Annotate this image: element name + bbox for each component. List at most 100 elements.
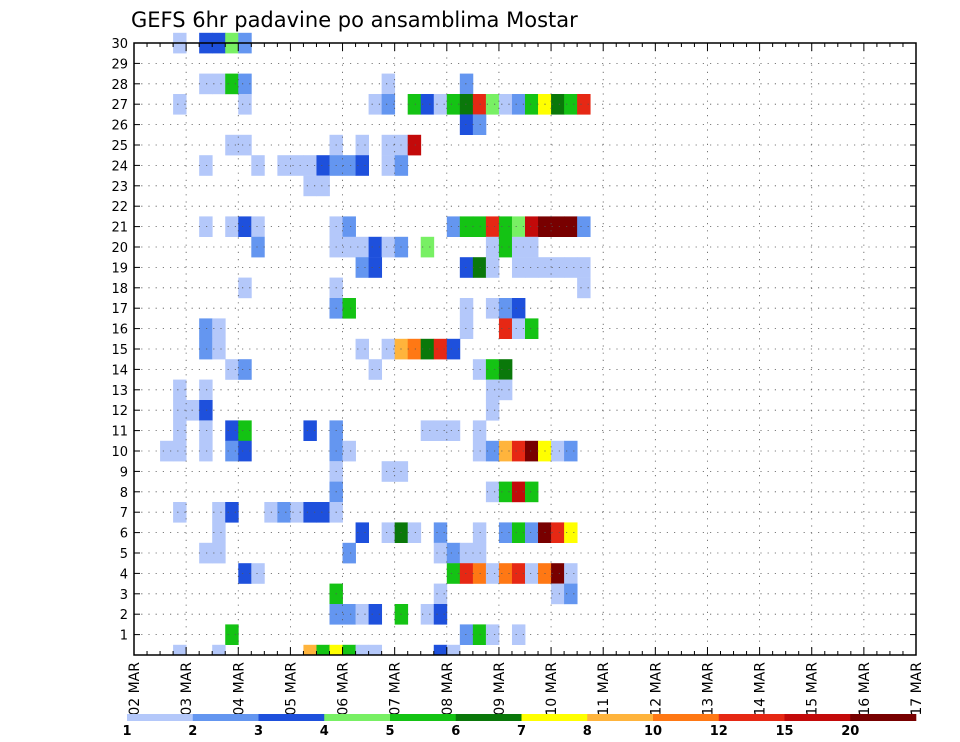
y-tick-label: 5 (120, 547, 128, 562)
heatmap-cell (303, 420, 317, 441)
heatmap-cell (485, 298, 500, 319)
y-tick-label: 30 (111, 37, 128, 52)
heatmap-cell (525, 236, 539, 258)
heatmap-cell (511, 257, 526, 278)
legend-label: 20 (841, 724, 859, 739)
legend-swatch (324, 714, 391, 721)
chart-title: GEFS 6hr padavine po ansamblima Mostar (131, 8, 578, 32)
heatmap-cell (225, 502, 239, 523)
heatmap-cell (199, 318, 213, 339)
heatmap-cell (564, 522, 578, 543)
y-tick-label: 4 (120, 567, 128, 582)
y-tick-label: 26 (111, 119, 128, 134)
legend-label: 1 (122, 724, 131, 739)
legend-swatch (192, 714, 259, 721)
heatmap-cell (564, 257, 578, 278)
heatmap-cell (433, 94, 448, 115)
heatmap-cell (433, 542, 448, 564)
heatmap-cell (238, 216, 252, 237)
heatmap-cell (407, 522, 422, 543)
heatmap-cell (238, 94, 252, 115)
heatmap-cell (472, 624, 487, 645)
heatmap-cell (511, 318, 526, 339)
heatmap-cell (277, 502, 291, 523)
heatmap-cell (577, 216, 591, 237)
heatmap-cell (342, 236, 356, 258)
heatmap-cell (498, 481, 513, 503)
heatmap-cell (173, 420, 187, 441)
heatmap-cell (564, 440, 578, 462)
heatmap-cell (511, 563, 526, 584)
heatmap-cell (199, 73, 213, 95)
heatmap-cell (420, 420, 435, 441)
heatmap-cell (420, 236, 435, 258)
heatmap-cell (173, 644, 187, 656)
heatmap-cell (446, 542, 461, 564)
heatmap-cell (485, 257, 500, 278)
heatmap-cell (225, 134, 239, 156)
heatmap-cell (511, 522, 526, 543)
heatmap-cell (355, 604, 369, 625)
heatmap-cell (498, 522, 513, 543)
heatmap-cell (199, 379, 213, 401)
heatmap-cell (498, 94, 513, 115)
heatmap-cell (459, 216, 474, 237)
heatmap-cell (303, 175, 317, 197)
heatmap-cell (498, 379, 513, 401)
x-tick-label: 10 MAR (544, 662, 560, 716)
y-tick-label: 29 (111, 57, 128, 72)
heatmap-cell (511, 440, 526, 462)
heatmap-cell (199, 155, 213, 176)
y-tick-label: 21 (111, 221, 128, 236)
heatmap-cell (355, 236, 369, 258)
heatmap-cell (212, 542, 226, 564)
y-tick-label: 7 (120, 506, 128, 521)
legend-label: 10 (644, 724, 662, 739)
legend-swatch (718, 714, 785, 721)
heatmap-cell (342, 644, 356, 656)
legend-swatch (127, 714, 194, 721)
heatmap-cell (525, 481, 539, 503)
legend-swatch (521, 714, 588, 721)
heatmap-cell (433, 604, 448, 625)
y-tick-label: 10 (111, 445, 128, 460)
heatmap-cell (525, 522, 539, 543)
y-tick-label: 13 (111, 384, 128, 399)
heatmap-cell (381, 73, 396, 95)
x-tick-label: 14 MAR (753, 662, 769, 716)
heatmap-cell (498, 318, 513, 339)
heatmap-cell (485, 216, 500, 237)
heatmap-cell (407, 94, 422, 115)
heatmap-cell (303, 155, 317, 176)
heatmap-cell (225, 420, 239, 441)
y-tick-label: 2 (120, 608, 128, 623)
heatmap-cell (303, 502, 317, 523)
heatmap-cell (381, 461, 396, 482)
heatmap-cell (407, 134, 422, 156)
heatmap-cell (551, 563, 565, 584)
heatmap-cell (472, 114, 487, 135)
heatmap-cell (173, 502, 187, 523)
heatmap-cell (485, 563, 500, 584)
heatmap-cell (472, 216, 487, 237)
heatmap-cell (459, 318, 474, 339)
heatmap-cell (551, 583, 565, 605)
heatmap-cell (433, 420, 448, 441)
heatmap-cell (551, 257, 565, 278)
heatmap-cell (316, 175, 330, 197)
heatmap-cell (433, 644, 448, 656)
heatmap-cell (525, 216, 539, 237)
heatmap-cell (342, 440, 356, 462)
heatmap-cell (446, 644, 461, 656)
heatmap-cell (186, 400, 200, 421)
heatmap-cell (511, 216, 526, 237)
y-tick-label: 23 (111, 180, 128, 195)
heatmap-cell (420, 604, 435, 625)
heatmap-cell (290, 155, 304, 176)
heatmap-cell (251, 236, 265, 258)
legend-label: 4 (320, 724, 329, 739)
heatmap-cell (368, 359, 383, 380)
y-tick-label: 17 (111, 302, 128, 317)
heatmap-cell (381, 94, 396, 115)
x-tick-label: 06 MAR (336, 662, 352, 716)
